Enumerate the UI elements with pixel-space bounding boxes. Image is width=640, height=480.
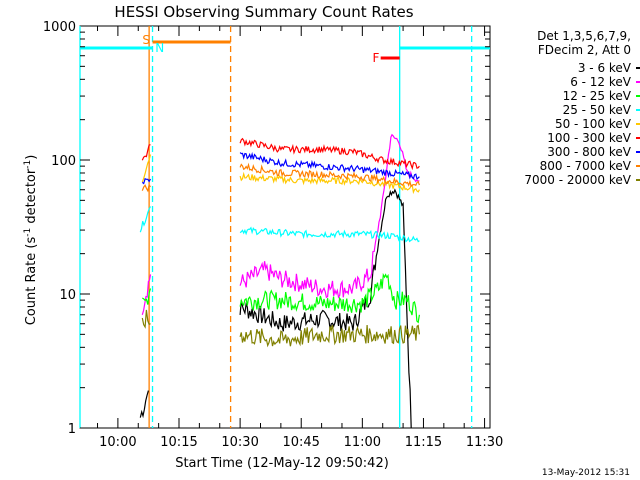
y-axis-label-end: ) [24,155,39,160]
y-tick-label: 100 [51,154,76,169]
x-tick-label: 11:15 [405,435,442,450]
series-line-7-seg1 [141,178,152,185]
legend-header-2: FDecim 2, Att 0 [538,43,631,57]
series-line-6-seg2 [239,137,420,171]
chart-title: HESSI Observing Summary Count Rates [114,3,413,21]
y-axis-label-sup1: -1 [23,228,33,237]
series-line-3-seg2 [239,272,420,324]
x-axis-label: Start Time (12-May-12 09:50:42) [175,456,389,471]
y-axis-label-mid: detector [24,168,39,228]
series-line-9-seg1 [141,309,151,329]
series-line-7-seg2 [239,151,420,181]
x-tick-label: 10:45 [282,435,319,450]
legend-label-8: 800 - 7000 keV [540,159,632,173]
legend-label-1: 3 - 6 keV [578,61,632,75]
legend-header-1: Det 1,3,5,6,7,9, [537,29,631,43]
flare-label: F [373,51,380,65]
legend-label-4: 25 - 50 keV [563,103,632,117]
legend-label-2: 6 - 12 keV [570,75,632,89]
legend-label-6: 100 - 300 keV [547,131,631,145]
x-tick-label: 11:30 [466,435,503,450]
x-tick-label: 11:00 [344,435,381,450]
legend-label-7: 300 - 800 keV [547,145,631,159]
y-axis-label-main: Count Rate (s [24,237,39,326]
series-line-5-seg2 [239,171,420,195]
series-line-1-seg2 [239,188,412,429]
night-label: N [155,41,164,55]
x-tick-label: 10:15 [160,435,197,450]
series-line-3-seg1 [142,288,152,305]
x-tick-label: 10:00 [99,435,136,450]
y-axis-label-sup2: -1 [23,160,33,169]
series-line-2-seg1 [141,274,152,315]
footer-date: 13-May-2012 15:31 [542,468,630,478]
series-line-4-seg1 [139,206,152,233]
annotation-markers: SN F [79,26,490,428]
series-line-5-seg1 [141,154,152,183]
series-line-4-seg2 [239,226,420,243]
series-lines [139,133,420,429]
series-line-2-seg2 [239,133,420,299]
legend-label-5: 50 - 100 keV [555,117,632,131]
y-tick-label: 1 [68,422,76,437]
y-tick-label: 10 [59,288,76,303]
axis-ticks: 1 10 100 1000 10:00 10:15 10:30 10:45 11:00 11:15… [43,20,503,450]
x-tick-label: 10:30 [221,435,258,450]
series-line-1-seg1 [139,390,149,419]
series-line-8-seg1 [141,183,151,193]
series-line-6-seg1 [141,144,151,161]
series-line-9-seg2 [239,324,420,348]
y-axis-label: Count Rate (s-1 detector-1) [23,155,39,326]
series-line-8-seg2 [239,162,420,188]
legend-label-9: 7000 - 20000 keV [524,173,631,187]
legend-label-3: 12 - 25 keV [563,89,632,103]
y-tick-label: 1000 [43,20,76,35]
saa-label: S [142,33,150,47]
